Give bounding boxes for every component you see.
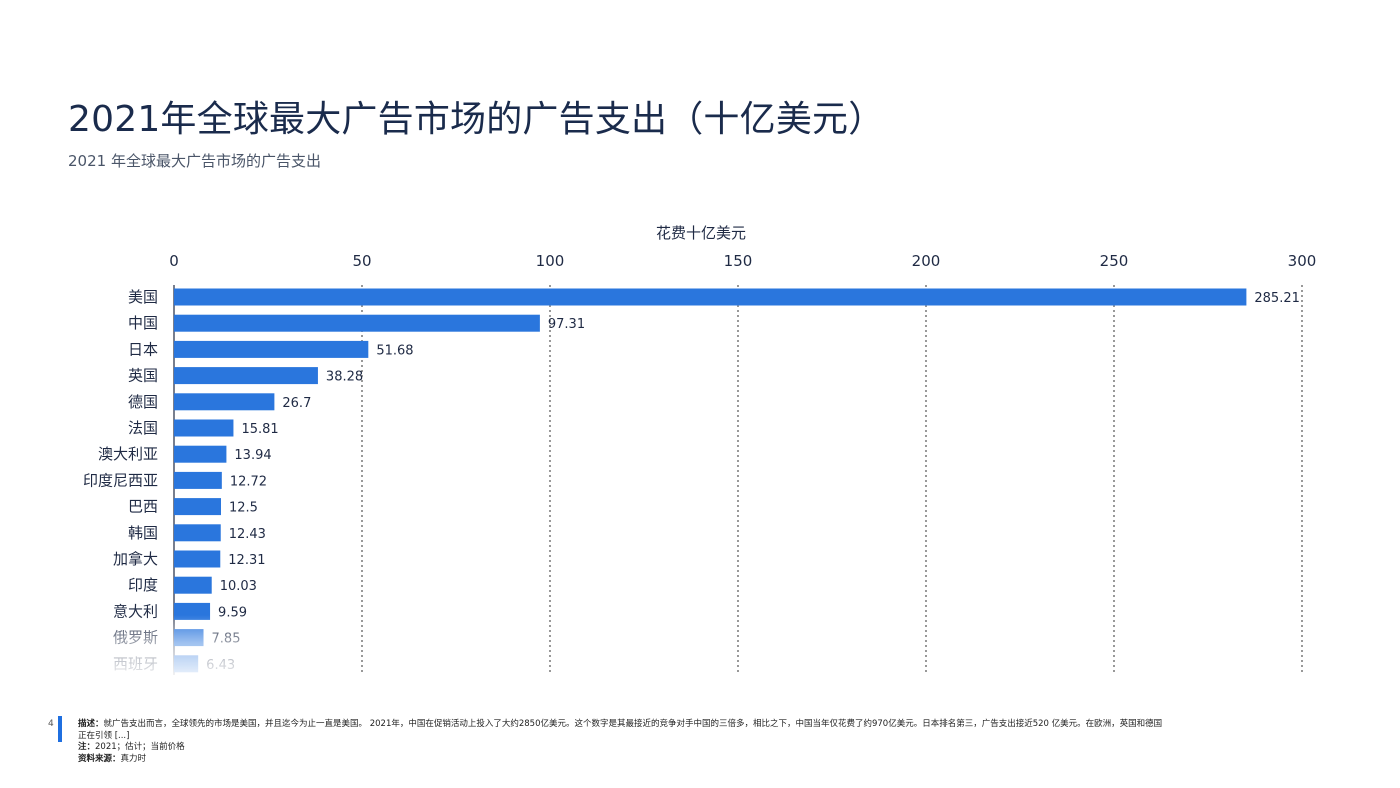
category-label: 巴西 xyxy=(128,498,158,516)
category-label: 印度 xyxy=(128,576,158,594)
category-label: 澳大利亚 xyxy=(98,445,158,463)
bar xyxy=(174,288,1247,306)
bar xyxy=(174,524,221,542)
bar xyxy=(174,393,275,411)
category-label: 韩国 xyxy=(128,524,158,542)
x-tick-label: 100 xyxy=(536,252,565,270)
category-label: 意大利 xyxy=(113,602,158,620)
bar xyxy=(174,471,222,489)
data-label: 12.31 xyxy=(228,553,265,568)
category-label: 中国 xyxy=(128,314,158,332)
source-line: 资料来源：真力时 xyxy=(78,754,1168,766)
category-label: 日本 xyxy=(128,340,158,358)
bar xyxy=(174,498,221,516)
data-label: 9.59 xyxy=(218,605,247,620)
footnotes: 描述：就广告支出而言，全球领先的市场是美国，并且迄今为止一直是美国。 2021年… xyxy=(78,719,1168,765)
description-note: 描述：就广告支出而言，全球领先的市场是美国，并且迄今为止一直是美国。 2021年… xyxy=(78,719,1168,742)
data-label: 26.7 xyxy=(282,396,311,411)
bar xyxy=(174,655,199,673)
bar xyxy=(174,445,227,463)
x-tick-label: 150 xyxy=(724,252,753,270)
data-label: 7.85 xyxy=(212,632,241,647)
data-label: 6.43 xyxy=(206,658,235,673)
page-subtitle: 2021 年全球最大广告市场的广告支出 xyxy=(68,152,321,170)
data-label: 15.81 xyxy=(241,422,278,437)
category-label: 俄罗斯 xyxy=(113,629,158,647)
source-text: 真力时 xyxy=(120,753,147,764)
note-line: 注：2021；估计；当前价格 xyxy=(78,742,1168,754)
data-label: 12.5 xyxy=(229,501,258,516)
x-tick-label: 50 xyxy=(352,252,371,270)
category-label: 印度尼西亚 xyxy=(83,471,158,489)
bar xyxy=(174,629,204,647)
data-label: 12.72 xyxy=(230,474,267,489)
source-label: 资料来源： xyxy=(78,753,121,764)
data-label: 12.43 xyxy=(229,527,266,542)
category-label: 法国 xyxy=(128,419,158,437)
bar-chart: 花费十亿美元 0 50 100 150 200 250 300 美国 285.21 中国 97.31 日… xyxy=(0,210,1400,680)
x-tick-label: 0 xyxy=(169,252,179,270)
bar xyxy=(174,550,221,568)
category-label: 西班牙 xyxy=(113,655,158,673)
category-label: 德国 xyxy=(128,393,158,411)
bar xyxy=(174,314,540,332)
bar xyxy=(174,367,318,385)
chart-svg: 花费十亿美元 0 50 100 150 200 250 300 美国 285.21 中国 97.31 日… xyxy=(83,224,1317,675)
x-tick-label: 300 xyxy=(1288,252,1317,270)
data-label: 285.21 xyxy=(1254,291,1300,306)
x-tick-label: 200 xyxy=(912,252,941,270)
x-axis-title: 花费十亿美元 xyxy=(656,224,746,242)
category-label: 英国 xyxy=(128,367,158,385)
category-label: 美国 xyxy=(128,288,158,306)
data-label: 97.31 xyxy=(548,317,585,332)
bar xyxy=(174,419,234,437)
note-label: 注： xyxy=(78,742,96,752)
note-text: 2021；估计；当前价格 xyxy=(95,742,185,752)
x-tick-label: 250 xyxy=(1100,252,1129,270)
page-title: 2021年全球最大广告市场的广告支出（十亿美元） xyxy=(68,99,885,140)
data-label: 38.28 xyxy=(326,370,363,385)
description-label: 描述： xyxy=(78,719,104,729)
bar xyxy=(174,340,369,358)
data-label: 10.03 xyxy=(220,579,257,594)
data-label: 51.68 xyxy=(376,343,413,358)
page-number: 4 xyxy=(48,719,54,729)
category-label: 加拿大 xyxy=(113,550,158,568)
bar xyxy=(174,576,212,594)
description-text: 就广告支出而言，全球领先的市场是美国，并且迄今为止一直是美国。 2021年，中国… xyxy=(78,719,1163,741)
bar xyxy=(174,602,211,620)
data-label: 13.94 xyxy=(234,448,271,463)
accent-bar xyxy=(58,716,62,742)
